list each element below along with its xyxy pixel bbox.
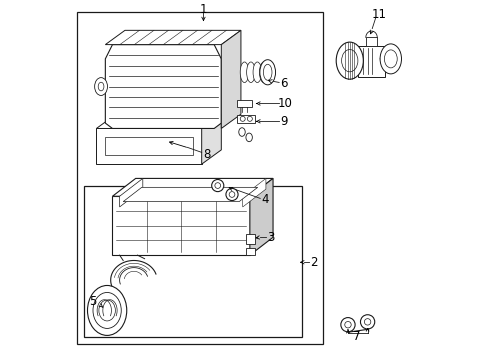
Ellipse shape	[214, 183, 220, 188]
Polygon shape	[242, 179, 265, 207]
Text: 10: 10	[278, 97, 292, 110]
Text: 2: 2	[310, 256, 317, 269]
Ellipse shape	[238, 128, 244, 136]
Ellipse shape	[99, 300, 115, 321]
Polygon shape	[112, 196, 249, 255]
Text: 9: 9	[280, 115, 287, 128]
Text: 5: 5	[89, 295, 96, 308]
Polygon shape	[96, 114, 221, 129]
Ellipse shape	[340, 318, 354, 332]
Polygon shape	[237, 115, 255, 123]
Ellipse shape	[93, 292, 121, 328]
Ellipse shape	[344, 321, 350, 328]
Polygon shape	[246, 248, 255, 255]
Polygon shape	[120, 179, 142, 207]
Text: 11: 11	[371, 8, 386, 21]
Ellipse shape	[245, 133, 252, 142]
Polygon shape	[249, 179, 272, 255]
Ellipse shape	[253, 62, 261, 82]
Polygon shape	[357, 46, 385, 77]
Text: 8: 8	[203, 148, 210, 161]
Ellipse shape	[360, 315, 374, 329]
Ellipse shape	[259, 60, 275, 85]
Bar	[77, 13, 323, 344]
Polygon shape	[365, 37, 376, 46]
Ellipse shape	[379, 44, 401, 74]
Ellipse shape	[246, 62, 255, 82]
Ellipse shape	[336, 42, 363, 79]
Ellipse shape	[95, 78, 107, 95]
Ellipse shape	[98, 82, 104, 91]
Polygon shape	[105, 45, 221, 129]
Ellipse shape	[384, 50, 396, 68]
Ellipse shape	[240, 62, 248, 82]
Ellipse shape	[211, 180, 224, 192]
Polygon shape	[105, 30, 241, 45]
Polygon shape	[246, 234, 255, 244]
Ellipse shape	[87, 285, 126, 336]
Polygon shape	[237, 100, 251, 107]
Ellipse shape	[240, 116, 244, 121]
Polygon shape	[96, 129, 201, 164]
Ellipse shape	[364, 319, 370, 325]
Text: 4: 4	[261, 193, 268, 206]
Polygon shape	[105, 138, 192, 155]
Bar	[84, 185, 301, 337]
Ellipse shape	[225, 188, 238, 201]
Polygon shape	[112, 179, 272, 196]
Text: 7: 7	[352, 330, 360, 343]
Ellipse shape	[247, 116, 252, 121]
Text: 1: 1	[199, 3, 207, 16]
Ellipse shape	[263, 64, 271, 80]
Text: 6: 6	[280, 77, 287, 90]
Ellipse shape	[229, 192, 234, 197]
Polygon shape	[221, 30, 241, 129]
Polygon shape	[201, 114, 221, 164]
Ellipse shape	[259, 62, 267, 82]
Polygon shape	[123, 187, 257, 202]
Text: 3: 3	[267, 231, 274, 244]
Ellipse shape	[341, 50, 357, 72]
